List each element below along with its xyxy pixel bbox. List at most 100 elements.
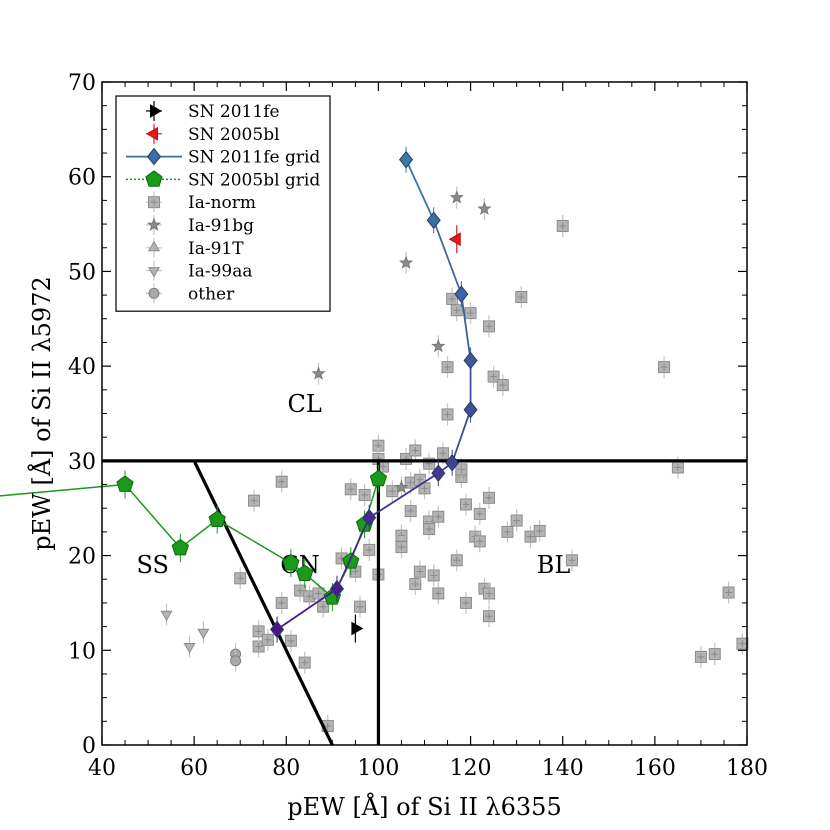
y-tick-label: 20 — [68, 545, 96, 570]
point-ia-norm-46 — [450, 554, 463, 567]
series-ia-99aa — [160, 603, 210, 658]
legend-marker-ia-99aa — [147, 267, 161, 278]
point-ia-norm-38 — [427, 569, 440, 582]
x-tick-label: 180 — [726, 756, 768, 781]
point-sn-2011fe-grid-2 — [362, 508, 377, 527]
point-ia-91bg-0 — [311, 366, 326, 380]
legend-label-sn-2011fe-grid: SN 2011fe grid — [188, 148, 320, 168]
legend-entry-ia-91bg: Ia-91bg — [146, 215, 254, 236]
point-sn-2005bl-0 — [448, 232, 461, 247]
point-ia-norm-1 — [248, 494, 261, 507]
point-ia-99aa-2 — [197, 628, 210, 640]
point-ia-norm-67 — [556, 219, 569, 232]
point-sn-2011fe-grid-1 — [329, 579, 345, 598]
point-ia-norm-68 — [565, 554, 578, 567]
series-sn-2011fe-grid — [270, 146, 478, 643]
point-ia-norm-57 — [483, 587, 495, 600]
legend-entry-sn-2011fe: SN 2011fe — [146, 101, 280, 122]
grid-line-segment — [336, 517, 371, 590]
point-ia-norm-49 — [459, 498, 472, 511]
point-ia-norm-59 — [483, 491, 495, 504]
x-tick-label: 140 — [542, 756, 584, 781]
point-sn-2011fe-0 — [351, 621, 364, 636]
legend-entry-sn-2011fe-grid: SN 2011fe grid — [126, 148, 320, 168]
y-tick-label: 10 — [68, 639, 96, 664]
point-ia-norm-64 — [515, 291, 528, 304]
point-sn-2005bl-grid-8 — [369, 469, 388, 487]
legend-marker-sn-2011fe — [150, 104, 163, 118]
legend-label-sn-2005bl-grid: SN 2005bl grid — [188, 170, 320, 190]
y-tick-label: 30 — [68, 450, 96, 475]
point-ia-norm-53 — [473, 535, 486, 548]
point-sn-2005bl-grid-0 — [116, 475, 134, 492]
y-tick-label: 0 — [82, 734, 96, 759]
point-ia-norm-12 — [317, 600, 330, 613]
grid-line-extension — [0, 483, 126, 497]
axis-ticks: 40 60 80 100 120 140 160 180 0 10 20 30 40 50 60 70 — [68, 71, 768, 781]
legend-label-ia-91t: Ia-91T — [188, 239, 244, 259]
y-tick-label: 50 — [68, 260, 96, 285]
point-sn-2011fe-grid-3 — [431, 464, 446, 482]
point-ia-norm-54 — [473, 507, 486, 520]
legend-marker-ia-91t — [147, 240, 161, 252]
x-tick-label: 100 — [357, 756, 399, 781]
point-ia-norm-7 — [275, 475, 288, 488]
legend-marker-sn-2005bl-grid — [145, 170, 163, 187]
legend-entry-ia-91t: Ia-91T — [146, 237, 244, 259]
grid-line-segment — [368, 472, 439, 519]
point-ia-norm-15 — [344, 483, 357, 496]
point-ia-91bg-3 — [449, 190, 464, 204]
legend-entry-other: other — [146, 283, 235, 304]
region-label-ss: SS — [136, 551, 168, 579]
point-ia-norm-69 — [658, 361, 671, 374]
point-ia-norm-17 — [354, 600, 366, 613]
legend-label-ia-91bg: Ia-91bg — [188, 216, 254, 236]
point-ia-norm-73 — [722, 586, 735, 599]
legend-marker-ia-norm — [148, 196, 160, 209]
region-label-cl: CL — [288, 390, 322, 418]
point-sn-2005bl-grid-1 — [171, 538, 189, 556]
point-ia-norm-0 — [234, 572, 247, 585]
point-ia-norm-40 — [432, 510, 445, 523]
point-ia-norm-43 — [441, 361, 454, 374]
legend-marker-sn-2005bl — [145, 126, 158, 141]
x-tick-label: 40 — [88, 756, 116, 781]
point-ia-norm-61 — [496, 379, 509, 392]
point-sn-2011fe-grid-4 — [445, 453, 460, 472]
point-ia-99aa-1 — [183, 643, 196, 654]
x-tick-label: 60 — [180, 756, 208, 781]
point-ia-norm-26 — [395, 541, 408, 554]
point-ia-91bg-5 — [394, 479, 409, 494]
point-sn-2011fe-grid-8 — [426, 211, 441, 230]
point-ia-norm-4 — [261, 633, 274, 646]
legend-entry-sn-2005bl: SN 2005bl — [145, 123, 280, 145]
grid-line-segment — [460, 294, 472, 361]
point-ia-norm-71 — [694, 650, 707, 663]
point-ia-norm-50 — [459, 596, 472, 609]
point-other-1 — [230, 655, 242, 667]
point-ia-99aa-0 — [160, 610, 173, 622]
point-ia-norm-6 — [284, 634, 297, 647]
point-ia-norm-42 — [441, 408, 454, 421]
point-ia-norm-30 — [409, 444, 422, 457]
legend-marker-other — [148, 287, 160, 299]
point-ia-norm-5 — [275, 596, 288, 609]
x-tick-label: 160 — [634, 756, 676, 781]
point-ia-norm-32 — [413, 565, 426, 578]
legend-entry-ia-norm: Ia-norm — [146, 192, 256, 213]
series-ia-norm — [234, 214, 749, 738]
legend-label-sn-2005bl: SN 2005bl — [188, 125, 280, 145]
legend-label-other: other — [188, 284, 235, 304]
y-axis-label: pEW [Å] of Si II λ5972 — [27, 276, 56, 550]
point-ia-norm-56 — [483, 320, 495, 333]
point-sn-2005bl-grid-2 — [208, 510, 226, 527]
x-tick-label: 120 — [450, 756, 492, 781]
point-sn-2005bl-grid-3 — [282, 554, 300, 571]
point-sn-2011fe-grid-9 — [399, 150, 414, 169]
point-sn-2011fe-grid-0 — [270, 620, 285, 639]
point-ia-norm-51 — [464, 307, 477, 320]
point-ia-norm-29 — [404, 505, 417, 518]
legend-label-ia-norm: Ia-norm — [188, 193, 256, 213]
